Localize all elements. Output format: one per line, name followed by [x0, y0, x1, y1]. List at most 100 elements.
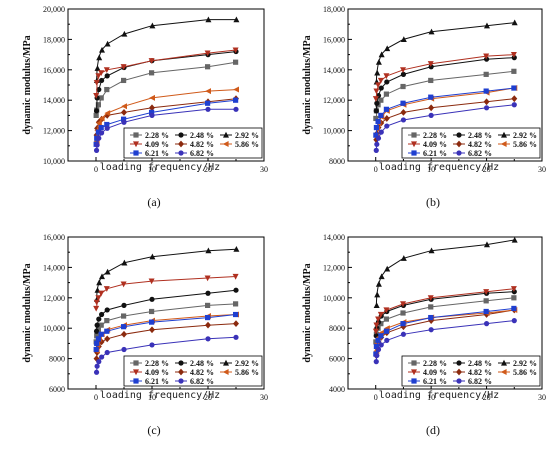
x-tick-label: 0 — [374, 165, 378, 174]
series-4 — [372, 286, 517, 335]
data-point — [149, 342, 155, 348]
data-point — [120, 281, 127, 288]
legend-label: 4.82 % — [190, 140, 214, 149]
data-point — [373, 132, 379, 138]
data-point — [373, 322, 380, 329]
series-8 — [93, 106, 239, 153]
legend-marker — [178, 150, 184, 156]
data-point — [120, 64, 127, 70]
data-point — [98, 322, 104, 328]
series-3 — [93, 245, 240, 302]
data-point — [205, 106, 211, 112]
x-tick-label: 0 — [374, 393, 378, 402]
legend: 2.28 % 2.48 % 2.92 % 4.09 % 4.82 % 5.86 % 6.21… — [123, 127, 263, 159]
data-point — [149, 109, 155, 115]
series-line — [96, 248, 237, 300]
data-point — [483, 56, 490, 62]
x-tick-label: 10 — [427, 165, 435, 174]
legend: 2.28 % 2.48 % 2.92 % 4.09 % 4.82 % 5.86 % 6.21… — [123, 355, 263, 387]
y-tick-label: 14,000 — [323, 233, 345, 242]
chart-panel-1: 10,000 12,000 14,000 16,000 18,000 20,000 0 10 2… — [22, 5, 268, 209]
panel-label: (d) — [426, 423, 440, 437]
data-point — [375, 346, 382, 353]
data-point — [378, 97, 384, 103]
data-point — [510, 52, 517, 58]
data-point — [121, 324, 127, 330]
data-point — [233, 245, 240, 252]
data-point — [511, 305, 517, 312]
data-point — [400, 36, 407, 42]
legend-marker — [133, 132, 139, 138]
y-tick-label: 6000 — [49, 385, 65, 394]
data-point — [149, 308, 155, 315]
data-point — [95, 129, 101, 135]
data-point — [373, 359, 379, 365]
legend-label: 6.82 % — [190, 377, 214, 386]
data-point — [98, 290, 105, 297]
data-point — [511, 289, 517, 295]
data-point — [511, 55, 517, 61]
legend-marker — [178, 378, 184, 384]
x-tick-label: 0 — [94, 165, 98, 174]
data-point — [93, 80, 100, 86]
data-point — [383, 106, 389, 112]
data-point — [400, 83, 406, 90]
data-point — [121, 108, 127, 116]
data-point — [93, 328, 100, 334]
x-axis-title: loading frequency/Hz — [379, 390, 499, 401]
y-tick-label: 16,000 — [43, 66, 65, 75]
series-6 — [373, 306, 518, 354]
legend-label: 2.92 % — [235, 131, 259, 140]
data-point — [98, 70, 105, 77]
y-axis-title: dynamic modulus/MPa — [302, 35, 313, 134]
x-tick-label: 30 — [260, 393, 268, 402]
data-point — [233, 97, 239, 103]
legend-marker — [411, 132, 417, 138]
data-point — [428, 64, 434, 70]
data-point — [378, 129, 384, 135]
data-point — [400, 321, 406, 327]
legend-marker — [456, 360, 462, 366]
x-tick-label: 20 — [483, 165, 491, 174]
data-point — [93, 305, 100, 312]
data-point — [483, 71, 489, 77]
data-point — [400, 67, 407, 73]
data-point — [149, 70, 155, 76]
legend-box — [401, 355, 541, 387]
data-point — [483, 88, 489, 94]
series-line — [96, 49, 237, 96]
data-point — [94, 363, 100, 369]
y-tick-label: 12,000 — [43, 294, 65, 303]
data-point — [384, 79, 390, 85]
data-point — [233, 59, 239, 65]
y-tick-label: 10,000 — [43, 324, 65, 333]
data-point — [378, 112, 384, 118]
legend-label: 6.21 % — [423, 377, 447, 386]
data-point — [93, 299, 100, 306]
data-point — [98, 115, 105, 122]
series-8 — [373, 102, 517, 153]
legend-label: 2.28 % — [145, 359, 169, 368]
legend-label: 4.09 % — [145, 368, 169, 377]
data-point — [384, 123, 390, 129]
x-axis-title: loading frequency/Hz — [379, 162, 499, 173]
legend-marker — [411, 360, 417, 366]
legend-label: 2.48 % — [468, 359, 492, 368]
data-point — [373, 124, 380, 131]
data-point — [121, 116, 127, 122]
y-tick-label: 4000 — [329, 385, 345, 394]
data-point — [232, 273, 239, 280]
y-tick-label: 14,000 — [323, 66, 345, 75]
series-4 — [93, 47, 239, 99]
data-point — [149, 326, 155, 334]
y-tick-label: 16,000 — [43, 233, 65, 242]
data-point — [94, 333, 100, 339]
legend-box — [123, 355, 263, 387]
data-point — [121, 313, 127, 319]
series-2 — [373, 55, 517, 114]
series-7 — [373, 85, 517, 138]
data-point — [378, 342, 384, 348]
legend-marker — [222, 141, 229, 147]
data-point — [98, 331, 104, 337]
data-point — [96, 135, 102, 141]
